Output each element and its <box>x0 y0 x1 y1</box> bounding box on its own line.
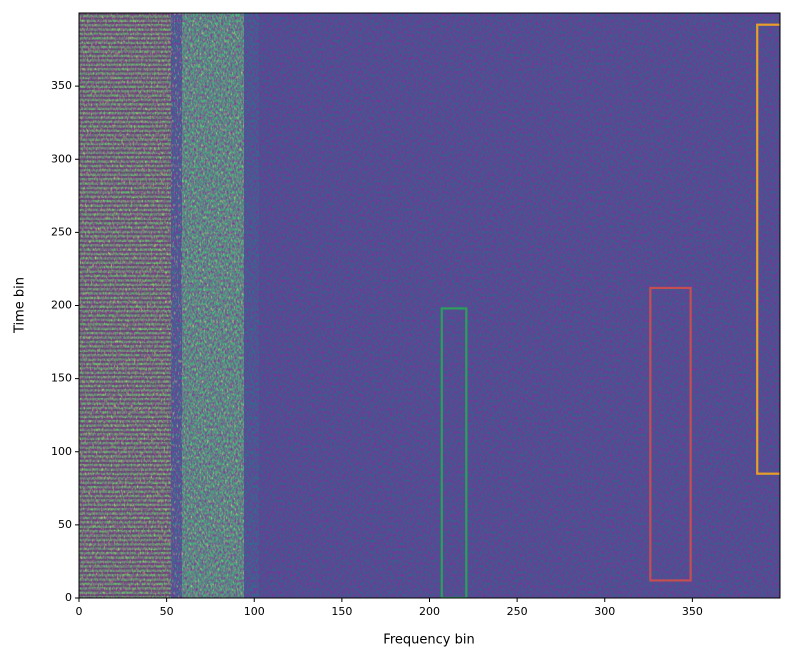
detection-box <box>649 286 692 582</box>
detection-box <box>440 307 468 598</box>
y-tick-label: 50 <box>58 518 72 531</box>
x-tick-label: 50 <box>160 605 174 618</box>
y-tick-label: 0 <box>65 591 72 604</box>
x-tick-label: 300 <box>594 605 615 618</box>
y-tick-label: 300 <box>51 152 72 165</box>
x-tick-label: 150 <box>331 605 352 618</box>
y-axis-title: Time bin <box>13 277 28 334</box>
detection-box <box>756 23 780 475</box>
x-tick-label: 0 <box>76 605 83 618</box>
x-tick-label: 200 <box>419 605 440 618</box>
x-axis-title: Frequency bin <box>383 633 474 648</box>
y-tick-label: 200 <box>51 299 72 312</box>
x-tick-label: 350 <box>682 605 703 618</box>
spectrogram-image <box>79 13 780 598</box>
y-tick-label: 250 <box>51 225 72 238</box>
boxes <box>440 23 780 598</box>
y-tick-label: 350 <box>51 79 72 92</box>
y-tick-label: 100 <box>51 445 72 458</box>
x-tick-label: 100 <box>244 605 265 618</box>
x-tick-label: 250 <box>507 605 528 618</box>
y-tick-label: 150 <box>51 372 72 385</box>
